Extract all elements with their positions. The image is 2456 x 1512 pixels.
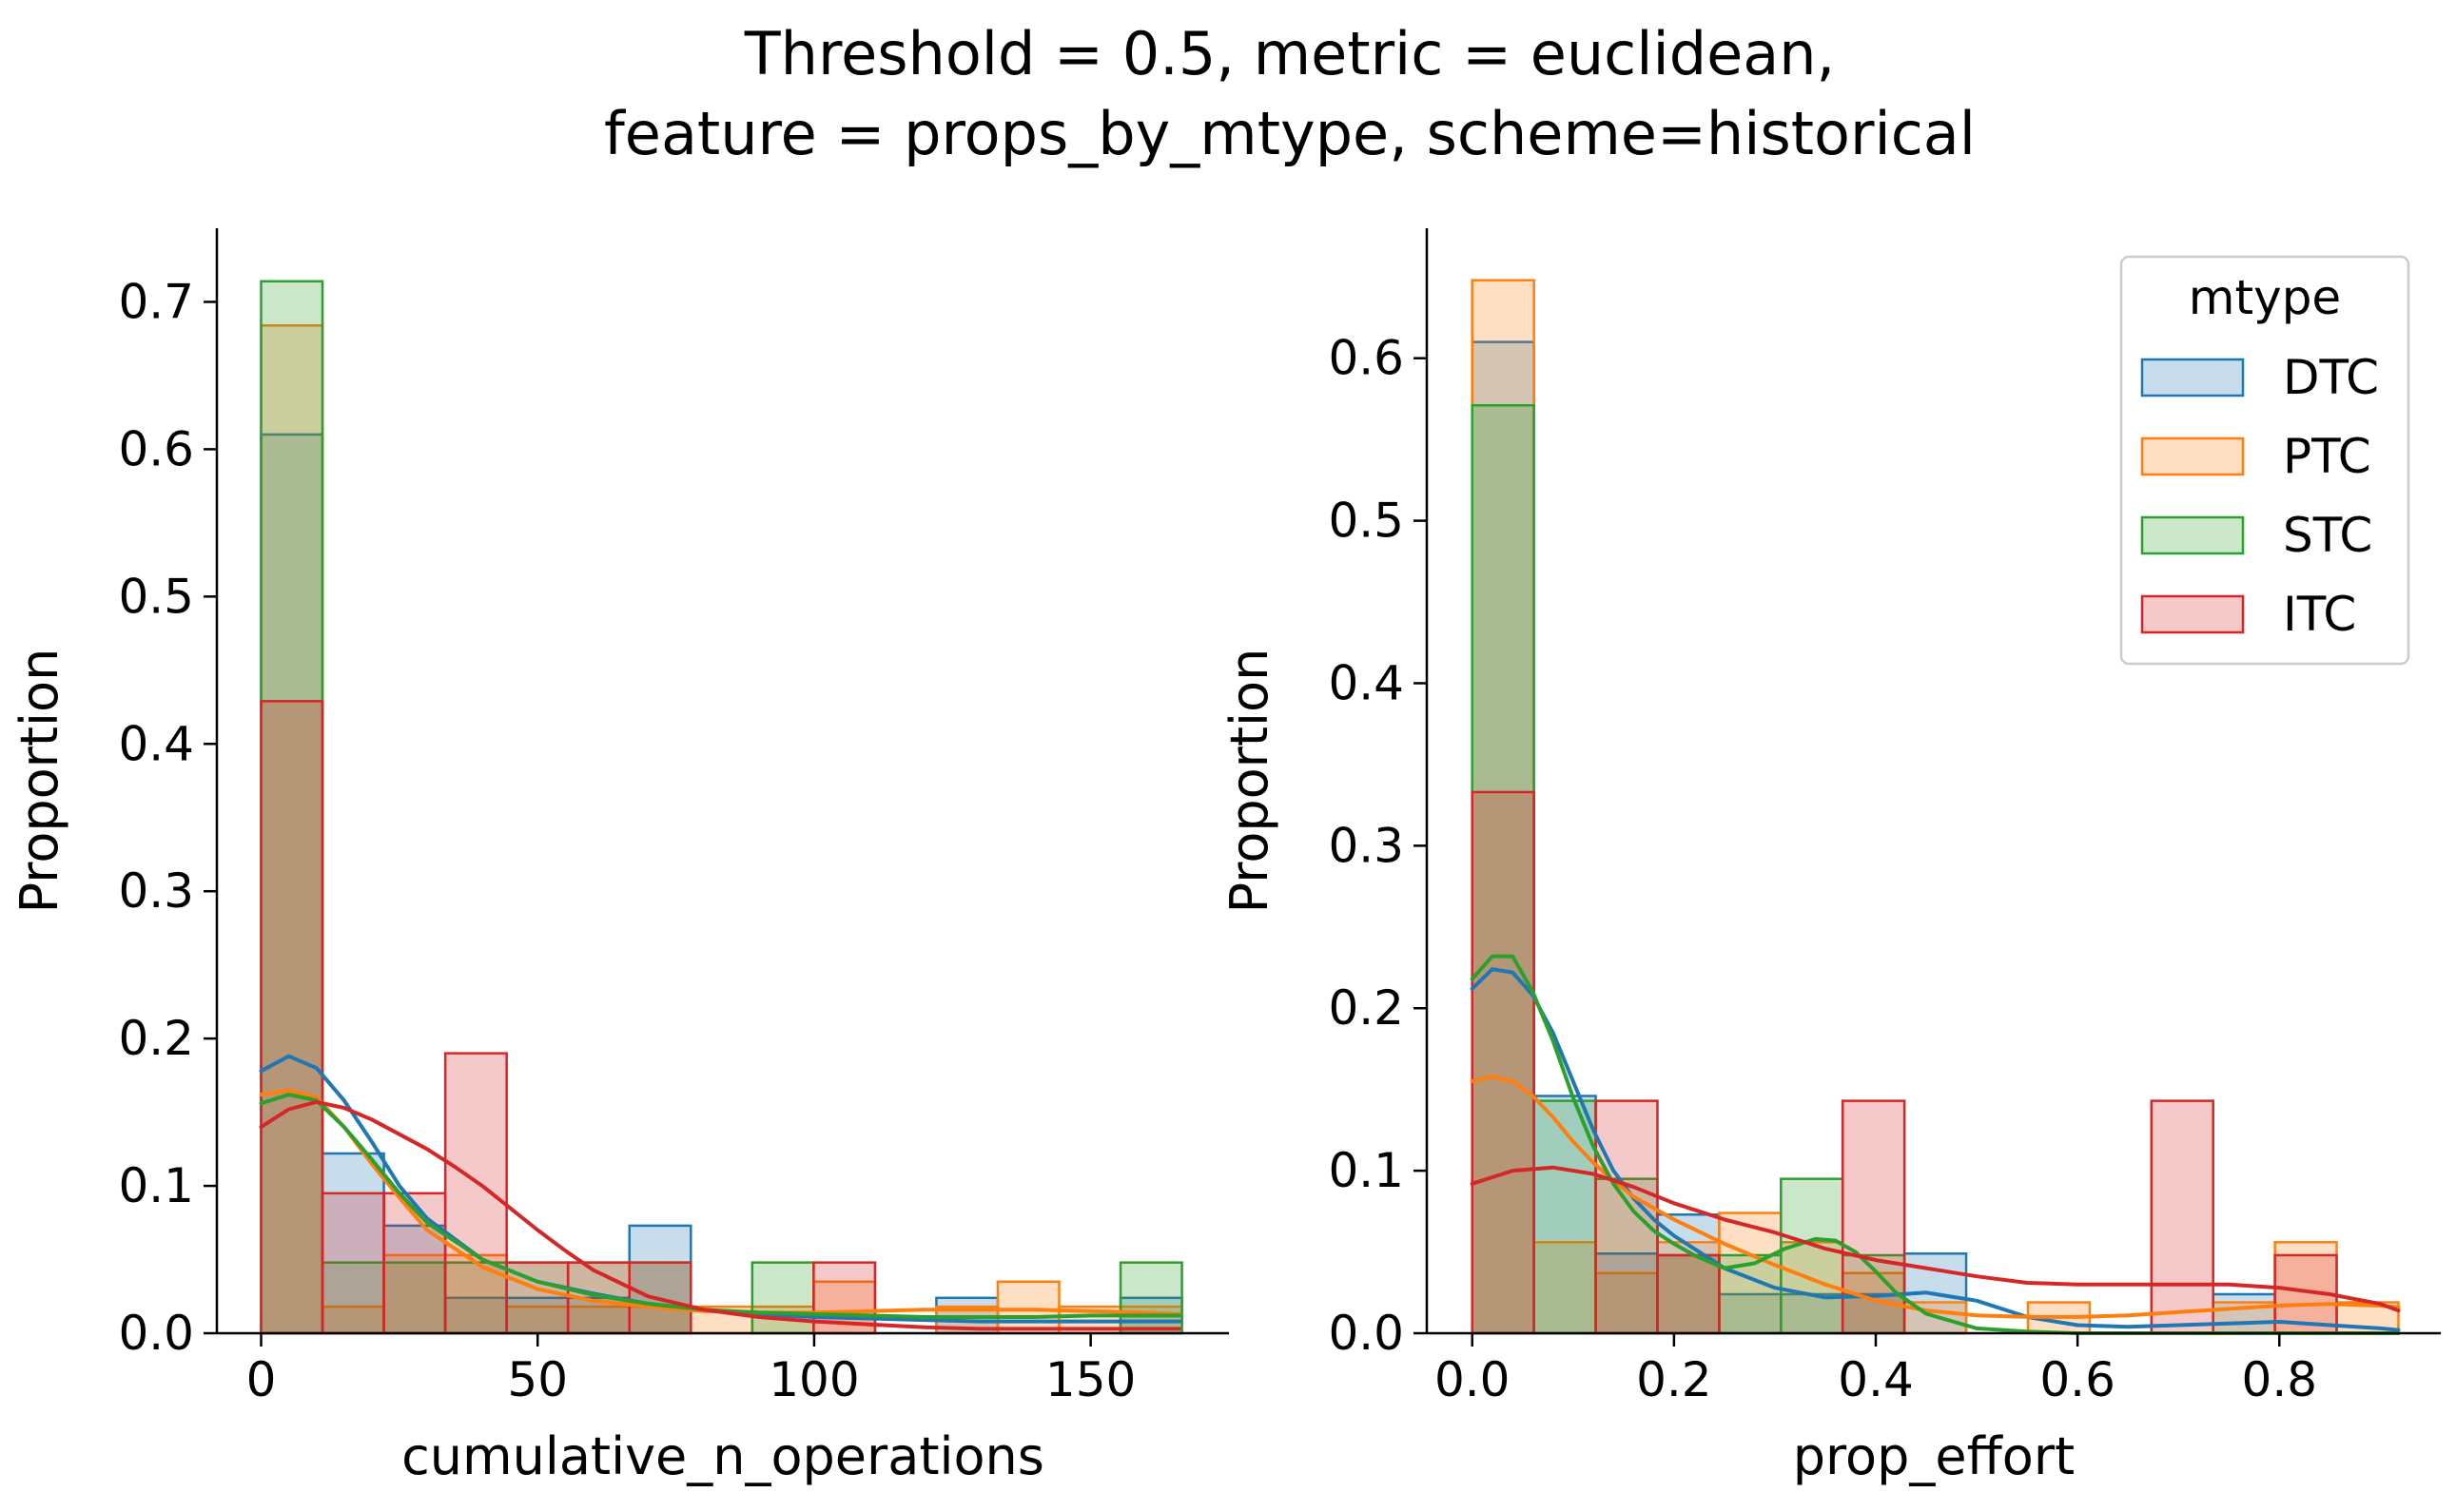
legend-swatch-stc — [2140, 515, 2245, 555]
y-tick-label: 0.5 — [118, 569, 194, 624]
series-itc — [260, 700, 877, 1335]
bar-stc-bin-5 — [1780, 1177, 1844, 1335]
kde-line-dtc — [1470, 967, 2401, 1332]
x-axis-label: prop_effort — [1793, 1426, 2075, 1486]
bar-dtc-bin-0 — [260, 433, 324, 1335]
bar-itc-bin-3 — [443, 1052, 508, 1335]
bar-itc-bin-11 — [2150, 1099, 2214, 1335]
series-itc — [1471, 790, 2338, 1335]
bar-ptc-bin-1 — [1532, 1241, 1597, 1335]
y-tick-label: 0.2 — [118, 1011, 194, 1066]
bar-itc-bin-2 — [1594, 1099, 1659, 1335]
bar-ptc-bin-0 — [1471, 279, 1535, 1335]
bar-stc-bin-0 — [260, 280, 324, 1335]
y-tick-label: 0.0 — [1328, 1306, 1404, 1361]
x-tick-label: 0.6 — [2039, 1352, 2115, 1407]
kde-line-itc — [259, 1099, 1181, 1331]
bar-itc-bin-1 — [321, 1192, 385, 1335]
series-dtc — [260, 433, 1183, 1335]
bar-stc-bin-8 — [750, 1261, 815, 1335]
chart-panel-prop-effort: 0.0 0.2 0.4 0.6 0.8 0.0 0.1 0.2 0.3 0.4 0.5 0.6 prop… — [1219, 228, 2441, 1486]
y-axis-label: Proportion — [1219, 649, 1279, 914]
x-tick-label: 150 — [1045, 1352, 1136, 1407]
y-tick-label: 0.1 — [1328, 1143, 1404, 1198]
x-tick-label: 0.4 — [1838, 1352, 1914, 1407]
x-axis-label: cumulative_n_operations — [401, 1426, 1044, 1486]
x-tick-label: 50 — [507, 1352, 568, 1407]
legend: mtype DTC PTC STC ITC — [2119, 255, 2410, 666]
bar-stc-bin-1 — [1532, 1099, 1597, 1335]
y-tick-label: 0.4 — [1328, 655, 1404, 710]
chart-panel-cumulative-n-operations: 0 50 100 150 0.0 0.1 0.2 0.3 0.4 0.5 0.6 0.7 cumulat… — [10, 228, 1229, 1486]
bar-dtc-bin-1 — [321, 1152, 385, 1335]
legend-label-dtc: DTC — [2283, 350, 2379, 405]
y-tick-label: 0.6 — [118, 421, 194, 476]
legend-swatch-itc — [2140, 594, 2245, 634]
bar-ptc-bin-12 — [996, 1280, 1061, 1335]
series-stc — [260, 280, 1183, 1335]
x-tick-label: 100 — [769, 1352, 859, 1407]
legend-title: mtype — [2189, 270, 2341, 325]
y-tick-label: 0.5 — [1328, 494, 1404, 549]
bar-dtc-bin-2 — [1594, 1252, 1659, 1335]
legend-label-stc: STC — [2283, 508, 2372, 563]
y-tick-label: 0.0 — [118, 1306, 194, 1361]
kde-line-stc — [259, 1093, 1181, 1319]
series-ptc — [260, 324, 1183, 1335]
y-tick-label: 0.4 — [118, 716, 194, 771]
legend-label-ptc: PTC — [2283, 429, 2371, 484]
y-tick-label: 0.6 — [1328, 331, 1404, 386]
y-axis-label: Proportion — [10, 649, 69, 914]
bar-itc-bin-3 — [1656, 1253, 1721, 1335]
bar-itc-bin-0 — [1471, 790, 1535, 1335]
kde-line-itc — [1470, 1165, 2401, 1313]
kde-line-ptc — [1470, 1075, 2401, 1319]
bar-itc-bin-2 — [382, 1192, 447, 1335]
bar-ptc-bin-2 — [382, 1253, 447, 1335]
bar-itc-bin-0 — [260, 700, 324, 1335]
x-tick-label: 0.0 — [1434, 1352, 1511, 1407]
x-tick-label: 0 — [246, 1352, 277, 1407]
x-tick-label: 0.8 — [2242, 1352, 2318, 1407]
bar-ptc-bin-0 — [260, 324, 324, 1335]
legend-swatch-dtc — [2140, 358, 2245, 397]
y-tick-label: 0.7 — [118, 274, 194, 329]
series-stc — [1471, 404, 1906, 1335]
x-tick-label: 0.2 — [1636, 1352, 1712, 1407]
y-tick-label: 0.3 — [118, 863, 194, 919]
y-tick-label: 0.2 — [1328, 980, 1404, 1036]
y-tick-label: 0.1 — [118, 1158, 194, 1213]
y-tick-label: 0.3 — [1328, 818, 1404, 873]
legend-swatch-ptc — [2140, 436, 2245, 476]
figure-title-line2: feature = props_by_mtype, scheme=histori… — [604, 99, 1976, 168]
legend-label-itc: ITC — [2283, 587, 2356, 642]
bar-dtc-bin-12 — [2212, 1292, 2276, 1335]
figure-title-line1: Threshold = 0.5, metric = euclidean, — [744, 19, 1835, 88]
